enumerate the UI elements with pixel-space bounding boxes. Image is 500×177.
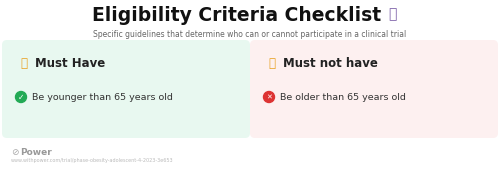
Text: www.withpower.com/trial/phase-obesity-adolescent-4-2023-3e653: www.withpower.com/trial/phase-obesity-ad… [11,158,173,163]
Text: 👍: 👍 [20,57,27,70]
FancyBboxPatch shape [2,40,250,138]
Text: Must Have: Must Have [35,57,105,70]
Text: 📋: 📋 [388,7,396,21]
Text: Must not have: Must not have [283,57,378,70]
FancyBboxPatch shape [250,40,498,138]
Circle shape [264,92,274,102]
Text: ✕: ✕ [266,94,272,100]
Text: ⊘: ⊘ [11,148,18,157]
Text: ✓: ✓ [18,93,24,102]
Text: 👎: 👎 [268,57,275,70]
Text: Specific guidelines that determine who can or cannot participate in a clinical t: Specific guidelines that determine who c… [94,30,406,39]
Circle shape [16,92,26,102]
Text: Eligibility Criteria Checklist: Eligibility Criteria Checklist [92,6,382,25]
Text: Be older than 65 years old: Be older than 65 years old [280,93,406,101]
Text: Power: Power [20,148,52,157]
Text: Be younger than 65 years old: Be younger than 65 years old [32,93,173,101]
